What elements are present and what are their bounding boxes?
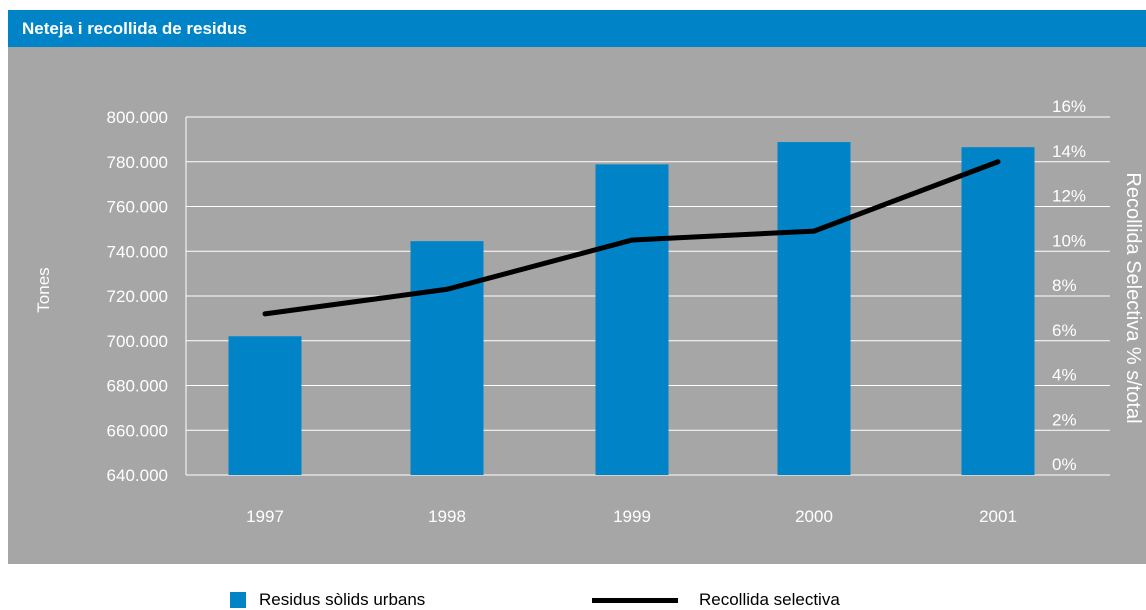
- y-tick-label: 720.000: [107, 287, 168, 306]
- y-right-tick-label: 16%: [1052, 97, 1086, 116]
- y-right-tick-label: 0%: [1052, 455, 1077, 474]
- y-tick-label: 780.000: [107, 153, 168, 172]
- y-right-tick-label: 4%: [1052, 366, 1077, 385]
- legend: Residus sòlids urbans Recollida selectiv…: [0, 580, 1146, 609]
- chart-title: Neteja i recollida de residus: [22, 19, 247, 38]
- x-tick-label: 1998: [428, 507, 466, 526]
- x-tick-label: 2001: [979, 507, 1017, 526]
- legend-bar-swatch: [230, 592, 246, 608]
- x-tick-label: 2000: [795, 507, 833, 526]
- bar: [595, 164, 669, 475]
- chart-header: Neteja i recollida de residus: [8, 10, 1146, 47]
- line-point: [811, 228, 817, 234]
- legend-line-swatch: [592, 598, 678, 603]
- y-right-axis-title: Recollida Selectiva % s/total: [1122, 172, 1144, 423]
- y-right-tick-label: 10%: [1052, 231, 1086, 250]
- line-point: [262, 311, 268, 317]
- x-tick-label: 1999: [613, 507, 651, 526]
- bar: [961, 147, 1035, 476]
- y-tick-label: 640.000: [107, 466, 168, 485]
- x-tick-label: 1997: [246, 507, 284, 526]
- line-point: [629, 237, 635, 243]
- bar: [228, 336, 302, 475]
- y-right-tick-label: 2%: [1052, 410, 1077, 429]
- bar: [777, 142, 851, 475]
- chart-svg: 640.000 660.000 680.000 700.000 720.000 740.0…: [34, 97, 1144, 526]
- bar: [410, 241, 484, 475]
- y-tick-label: 660.000: [107, 421, 168, 440]
- y-tick-label: 760.000: [107, 198, 168, 217]
- y-axis-title: Tones: [34, 267, 53, 312]
- chart-panel: [8, 47, 1146, 564]
- y-tick-label: 680.000: [107, 377, 168, 396]
- y-tick-label: 700.000: [107, 332, 168, 351]
- y-right-tick-label: 12%: [1052, 187, 1086, 206]
- y-tick-label: 740.000: [107, 242, 168, 261]
- legend-bar-label: Residus sòlids urbans: [259, 590, 426, 609]
- line-point: [444, 286, 450, 292]
- line-point: [995, 159, 1001, 165]
- y-right-tick-label: 8%: [1052, 276, 1077, 295]
- y-right-tick-label: 6%: [1052, 321, 1077, 340]
- legend-line-label: Recollida selectiva: [699, 590, 840, 609]
- y-tick-label: 800.000: [107, 108, 168, 127]
- y-right-tick-label: 14%: [1052, 142, 1086, 161]
